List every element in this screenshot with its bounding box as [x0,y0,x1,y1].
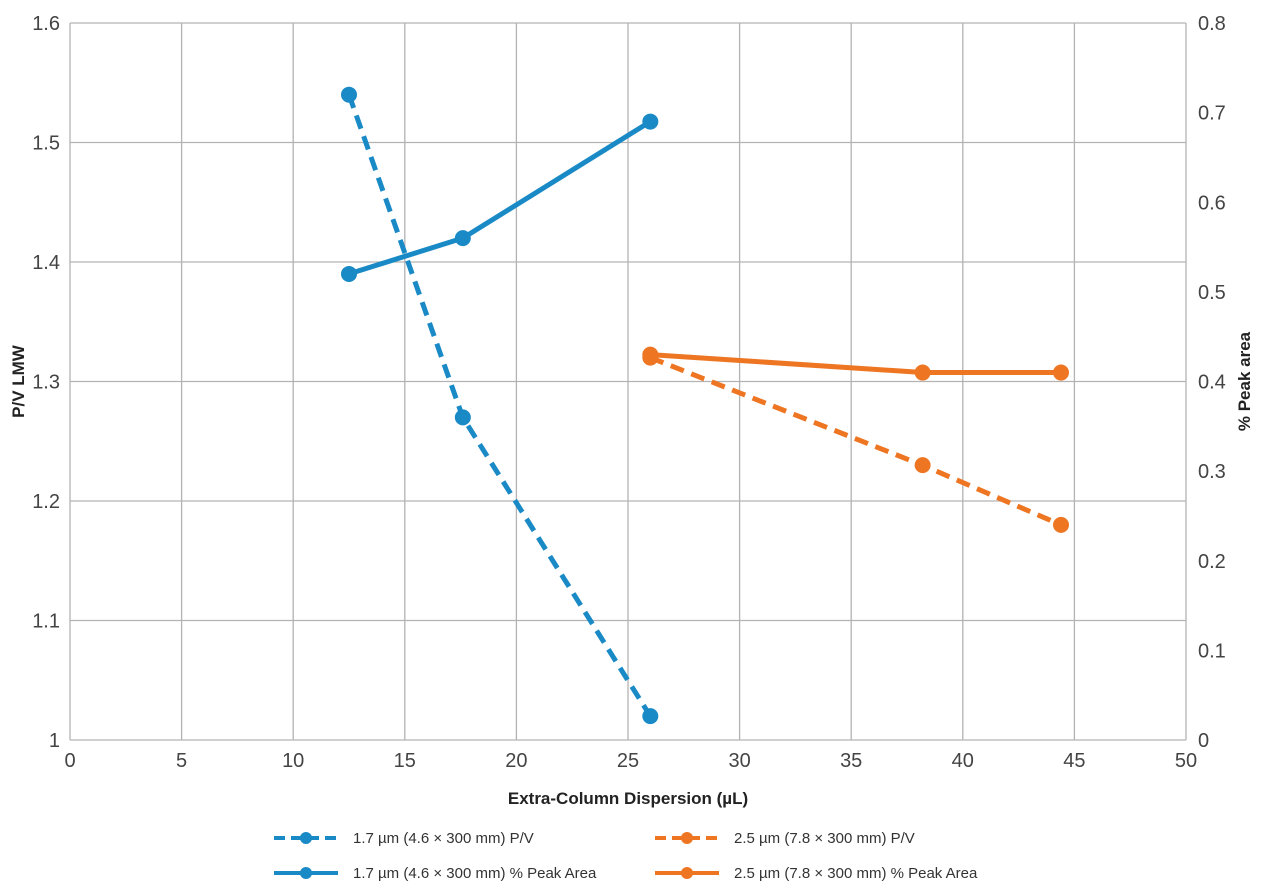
data-point [642,708,659,725]
y2-tick-label: 0.5 [1198,282,1226,304]
series-line [650,352,1061,375]
data-point [1053,516,1070,533]
x-tick-label: 20 [505,750,527,772]
legend-item: 2.5 µm (7.8 × 300 mm) P/V [655,830,915,847]
data-point [914,364,931,381]
y2-tick-label: 0.2 [1198,551,1226,573]
series-line [649,355,1062,528]
legend: 1.7 µm (4.6 × 300 mm) P/V 2.5 µm (7.8 × 3… [274,830,978,882]
x-tick-label: 50 [1175,750,1197,772]
y2-tick-label: 0 [1198,730,1209,752]
series-line [346,93,653,718]
x-tick-label: 0 [64,750,75,772]
x-tick-label: 30 [728,750,750,772]
series-3 [642,346,1070,381]
legend-swatch-marker [300,832,312,844]
legend-item: 1.7 µm (4.6 × 300 mm) % Peak Area [274,865,597,882]
y-tick-label: 1.2 [32,491,60,513]
legend-swatch-marker [681,867,693,879]
series-1 [642,349,1070,533]
data-point [642,346,659,363]
data-point [914,457,931,474]
y-tick-label: 1.4 [32,252,60,274]
legend-label: 1.7 µm (4.6 × 300 mm) P/V [353,830,534,847]
x-axis-title: Extra-Column Dispersion (µL) [508,789,748,808]
y2-tick-label: 0.3 [1198,461,1226,483]
data-point [454,230,471,247]
series-line [348,119,652,277]
data-point [642,113,659,130]
legend-label: 1.7 µm (4.6 × 300 mm) % Peak Area [353,865,597,882]
legend-label: 2.5 µm (7.8 × 300 mm) P/V [734,830,915,847]
y2-tick-label: 0.4 [1198,372,1226,394]
y2-tick-label: 0.7 [1198,103,1226,125]
data-point [341,265,357,282]
y-axis-title: P/V LMW [9,344,28,418]
y-tick-label: 1.5 [32,133,60,155]
y2-tick-label: 0.8 [1198,13,1226,35]
y-tick-label: 1.6 [32,13,60,35]
series-layer [341,86,1070,725]
y-tick-label: 1.1 [32,611,60,633]
y2-axis-title: % Peak area [1235,331,1254,431]
legend-swatch-marker [300,867,312,879]
x-tick-label: 40 [952,750,974,772]
data-point [341,86,357,103]
grid [69,22,1187,741]
x-tick-label: 15 [394,750,416,772]
y-tick-label: 1.3 [32,372,60,394]
legend-item: 1.7 µm (4.6 × 300 mm) P/V [274,830,534,847]
series-2 [341,113,659,282]
legend-swatch-marker [681,832,693,844]
x-tick-label: 45 [1063,750,1085,772]
legend-item: 2.5 µm (7.8 × 300 mm) % Peak Area [655,865,978,882]
y2-tick-label: 0.6 [1198,192,1226,214]
x-tick-label: 10 [282,750,304,772]
x-tick-label: 5 [176,750,187,772]
y-tick-label: 1 [49,730,60,752]
series-0 [341,86,659,725]
data-point [454,409,471,426]
data-point [1053,364,1070,381]
legend-label: 2.5 µm (7.8 × 300 mm) % Peak Area [734,865,978,882]
axes: 0 5 10 15 20 25 30 35 40 45 50 1 1.1 1.2 1.3 1.4 1.5 1.6 0… [32,13,1226,772]
x-tick-label: 25 [617,750,639,772]
y2-tick-label: 0.1 [1198,640,1226,662]
x-tick-label: 35 [840,750,862,772]
